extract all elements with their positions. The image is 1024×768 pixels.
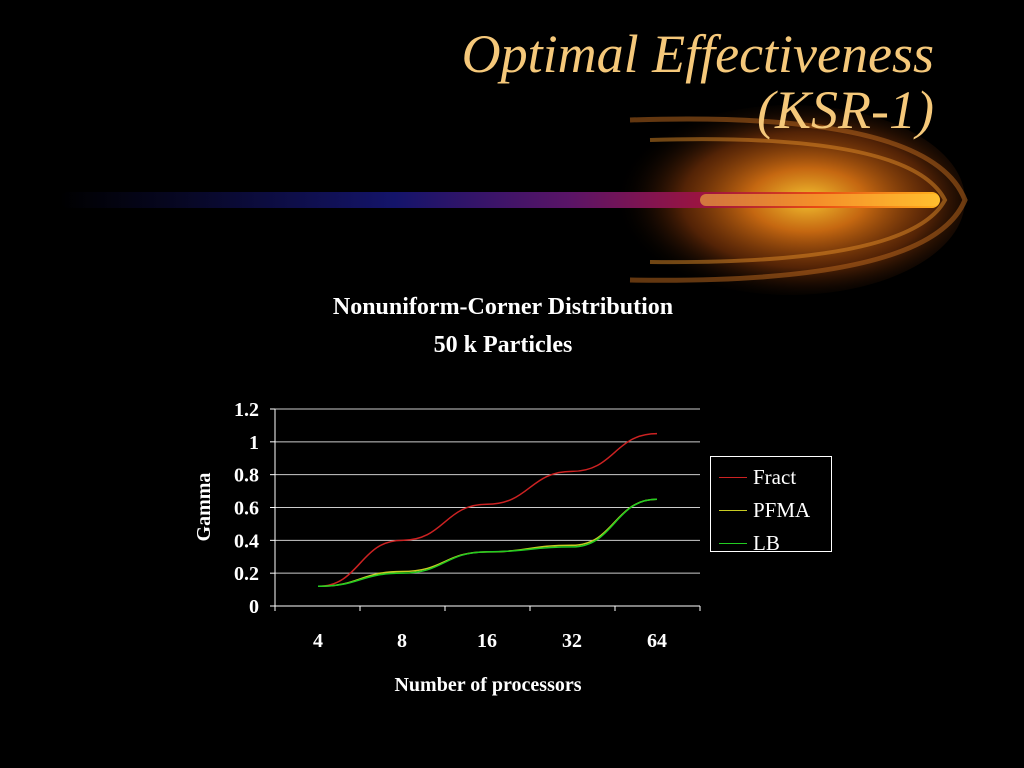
y-tick-label: 0: [249, 596, 259, 618]
series-line-fract: [317, 432, 658, 588]
x-tick-label: 32: [562, 630, 582, 652]
chart-subtitle: 50 k Particles: [433, 332, 573, 358]
y-tick-label: 0.4: [234, 530, 259, 552]
y-tick-label: 1.2: [234, 399, 259, 421]
x-tick-label: 4: [313, 630, 323, 652]
legend-swatch: [719, 510, 747, 511]
x-axis-title: Number of processors: [394, 674, 581, 696]
legend-item-fract: Fract: [719, 461, 831, 494]
slide-title-line-2: (KSR-1): [757, 80, 934, 140]
y-tick-label: 0.6: [234, 498, 259, 520]
y-tick-label: 1: [249, 432, 259, 454]
slide-title: Optimal Effectiveness (KSR-1): [462, 26, 934, 138]
chart-legend: Fract PFMA LB: [710, 456, 832, 555]
legend-item-pfma: PFMA: [719, 494, 831, 527]
x-tick-label: 16: [477, 630, 497, 652]
y-axis-title: Gamma: [193, 473, 215, 542]
comet-streak-decoration: [60, 105, 968, 295]
y-tick-label: 0.2: [234, 563, 259, 585]
x-tick-label: 8: [397, 630, 407, 652]
legend-label: LB: [753, 531, 780, 555]
legend-item-lb: LB: [719, 527, 831, 560]
legend-swatch: [719, 477, 747, 478]
chart-title-line-1: Nonuniform-Corner Distribution: [332, 294, 674, 320]
legend-label: Fract: [753, 465, 797, 489]
legend-swatch: [719, 543, 747, 544]
y-tick-label: 0.8: [234, 465, 259, 487]
series-line-lb: [317, 498, 658, 588]
legend-label: PFMA: [753, 498, 811, 522]
slide-title-line-1: Optimal Effectiveness: [461, 24, 934, 84]
x-tick-label: 64: [647, 630, 667, 652]
chart-title: Nonuniform-Corner Distribution 50 k Part…: [253, 288, 753, 364]
